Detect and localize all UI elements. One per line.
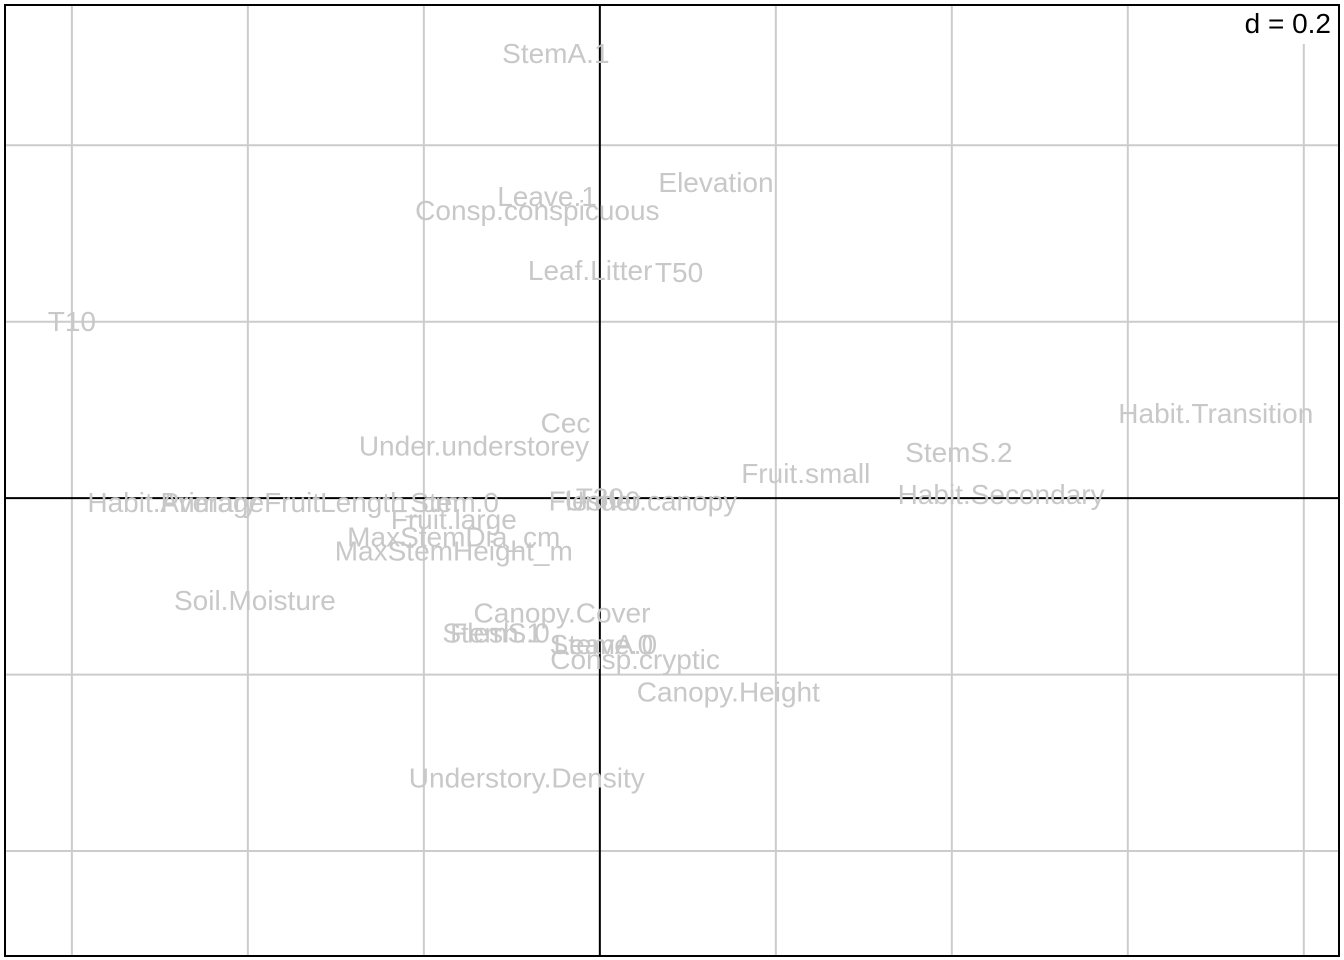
scale-label: d = 0.2 [1245,8,1331,39]
variable-label: StemA.0 [550,629,657,660]
origin-axes [5,5,1339,956]
variable-label: AverageFruitLength_cm [160,487,458,518]
variable-label: StemS.2 [905,437,1012,468]
variable-labels: StemA.1 Elevation Leave.1Consp.conspicuous… [48,38,1314,793]
variable-label: T10 [48,306,96,337]
variable-label: Fruit.large [391,504,517,535]
variable-label: Leaf.Litter [528,255,653,286]
variable-label: MaxStemHeight_m [335,536,573,567]
variable-label: Soil.Moisture [174,585,336,616]
grid-lines [5,5,1339,956]
variable-label: Leave.0 [554,629,654,660]
variable-label: StemS.0 [442,618,549,649]
plot-frame [4,4,1340,957]
variable-label: Consp.conspicuous [415,195,659,226]
variable-label: MaxStemDia_cm [347,521,560,552]
variable-label: Habit.Transition [1118,398,1313,429]
variable-label: Leave.1 [497,181,597,212]
variable-label: Habit.Primary [87,487,257,518]
variable-label: Consp.cryptic [550,644,720,675]
variable-label: Canopy.Cover [474,597,651,628]
variable-label: Cec [541,408,591,439]
variable-label: Understory.Density [409,762,645,793]
variable-label: Under.understorey [359,431,589,462]
variable-label: Flesh.0 [549,485,641,516]
variable-label: Under.canopy [564,485,737,516]
variable-label: T30 [576,483,624,514]
variable-label: Stem.0 [410,487,499,518]
variable-label: T50 [655,257,703,288]
variable-label: Elevation [658,167,773,198]
variable-label: Habit.Secondary [898,479,1105,510]
scale-label-background [1228,6,1338,44]
variable-label: Fruit.small [741,458,870,489]
variable-label: Canopy.Height [637,677,820,708]
variable-label: StemA.1 [502,38,609,69]
variable-label: Flesh.1 [450,618,542,649]
